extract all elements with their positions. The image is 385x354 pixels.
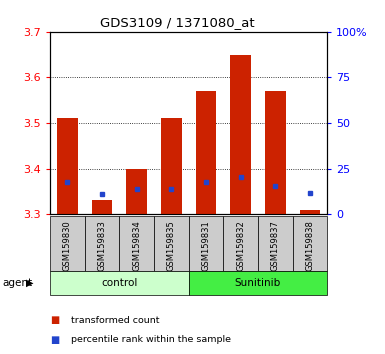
Text: GSM159833: GSM159833 (97, 220, 107, 271)
Bar (258, 216, 293, 271)
Bar (189, 216, 223, 271)
Bar (92, 200, 112, 214)
Text: GSM159835: GSM159835 (167, 220, 176, 271)
Text: percentile rank within the sample: percentile rank within the sample (71, 335, 231, 344)
Text: transformed count: transformed count (71, 316, 160, 325)
Bar (126, 169, 147, 214)
Text: Sunitinib: Sunitinib (235, 278, 281, 288)
Text: ■: ■ (50, 335, 59, 345)
Bar (223, 216, 258, 271)
Text: GSM159830: GSM159830 (63, 220, 72, 271)
Text: ■: ■ (50, 315, 59, 325)
Bar (85, 216, 119, 271)
Bar (265, 91, 286, 214)
Text: GSM159837: GSM159837 (271, 220, 280, 271)
Text: ▶: ▶ (26, 278, 33, 288)
Text: GSM159838: GSM159838 (305, 220, 315, 271)
Bar (230, 55, 251, 214)
Text: GSM159831: GSM159831 (201, 220, 211, 271)
Bar (161, 119, 182, 214)
Bar (50, 271, 189, 295)
Text: GDS3109 / 1371080_at: GDS3109 / 1371080_at (100, 16, 254, 29)
Bar (119, 216, 154, 271)
Bar (300, 210, 320, 214)
Bar (293, 216, 327, 271)
Text: GSM159832: GSM159832 (236, 220, 245, 271)
Bar (57, 119, 78, 214)
Bar (154, 216, 189, 271)
Bar (50, 216, 85, 271)
Bar (189, 271, 327, 295)
Text: control: control (101, 278, 137, 288)
Bar (196, 91, 216, 214)
Text: agent: agent (2, 278, 32, 288)
Text: GSM159834: GSM159834 (132, 220, 141, 271)
